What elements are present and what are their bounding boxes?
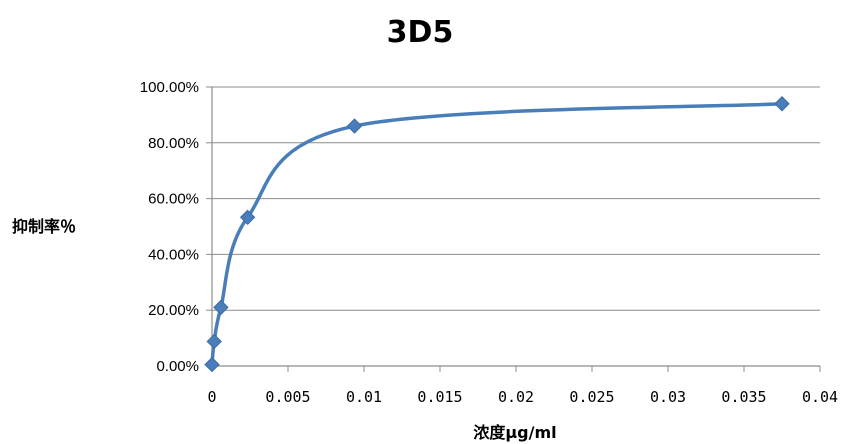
y-tick-label: 80.00% — [148, 135, 199, 152]
y-tick-label: 100.00% — [140, 79, 199, 96]
data-point-marker — [206, 333, 222, 350]
x-tick-label: 0.01 — [346, 388, 382, 406]
grid — [212, 86, 820, 311]
axes — [211, 87, 820, 367]
x-tick-label: 0 — [207, 388, 216, 406]
x-tick-label: 0.035 — [721, 388, 766, 406]
x-axis-label: 浓度μg/ml — [473, 423, 556, 442]
data-point-marker — [239, 209, 256, 226]
x-axis-ticks: 0 0.005 0.01 0.015 0.02 0.025 0.03 0.035 0.04 — [207, 366, 838, 406]
x-tick-label: 0.04 — [802, 388, 838, 406]
data-point-marker — [213, 299, 229, 316]
data-point-marker — [774, 96, 790, 112]
y-axis-ticks: 0.00% 20.00% 40.00% 60.00% 80.00% 100.00% — [140, 79, 212, 375]
y-tick-label: 40.00% — [148, 246, 199, 263]
x-tick-label: 0.025 — [569, 388, 614, 406]
y-tick-label: 20.00% — [148, 302, 199, 319]
x-tick-label: 0.02 — [498, 388, 534, 406]
data-point-marker — [204, 356, 220, 373]
x-tick-label: 0.005 — [265, 388, 310, 406]
y-tick-label: 0.00% — [156, 358, 199, 375]
x-tick-label: 0.015 — [417, 388, 462, 406]
y-axis-label: 抑制率％ — [12, 217, 76, 236]
data-markers — [204, 96, 790, 373]
chart-title: 3D5 — [387, 15, 454, 50]
data-point-marker — [346, 118, 363, 134]
x-tick-label: 0.03 — [650, 388, 686, 406]
y-tick-label: 60.00% — [148, 191, 199, 208]
